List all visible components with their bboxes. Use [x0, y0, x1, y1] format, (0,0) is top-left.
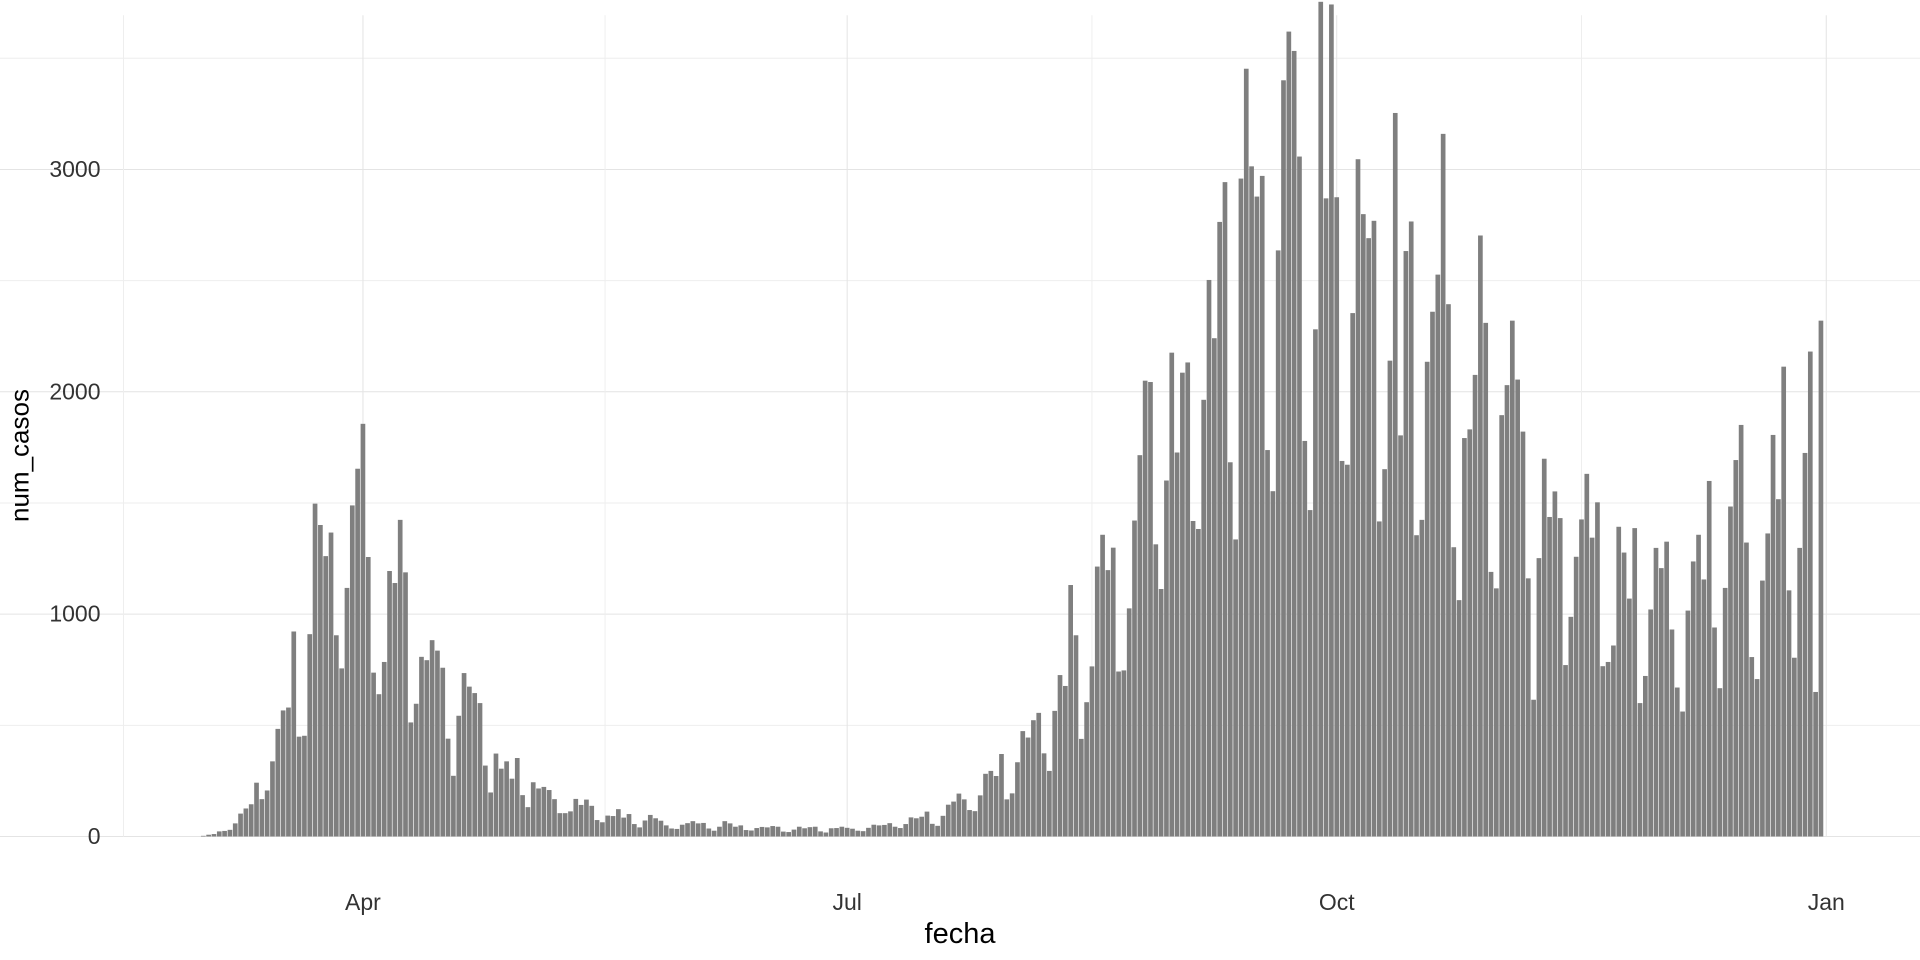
svg-text:2000: 2000 — [49, 378, 100, 404]
svg-text:0: 0 — [88, 823, 101, 849]
svg-text:Apr: Apr — [345, 889, 381, 915]
svg-text:Jul: Jul — [832, 889, 861, 915]
svg-text:Jan: Jan — [1808, 889, 1845, 915]
svg-text:3000: 3000 — [49, 156, 100, 182]
svg-text:Oct: Oct — [1319, 889, 1355, 915]
svg-text:1000: 1000 — [49, 601, 100, 627]
